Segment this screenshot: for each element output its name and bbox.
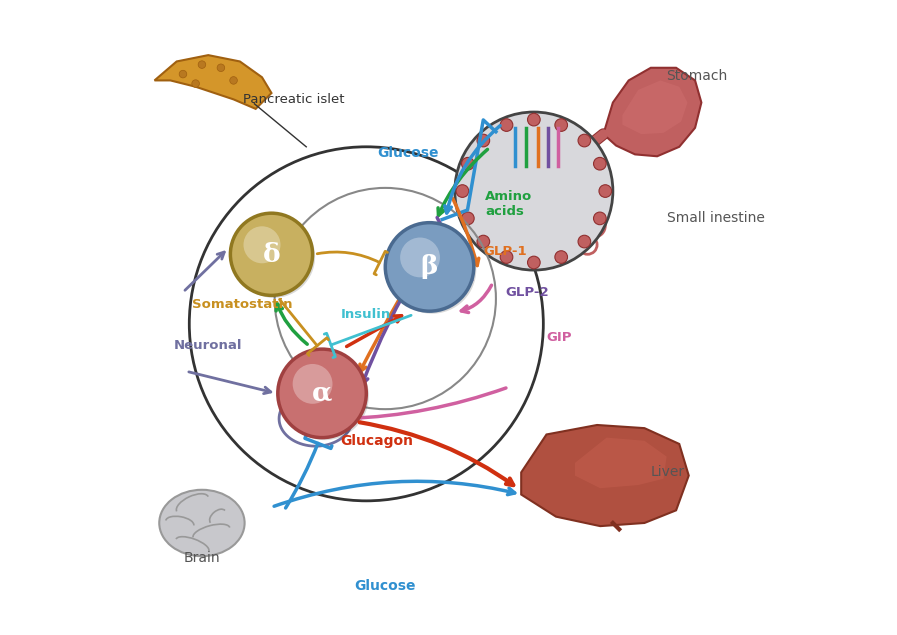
Circle shape — [599, 185, 612, 197]
Circle shape — [501, 251, 513, 264]
Text: Brain: Brain — [184, 551, 221, 565]
Circle shape — [189, 147, 544, 501]
Circle shape — [594, 212, 606, 225]
Circle shape — [400, 237, 440, 277]
Circle shape — [477, 235, 490, 248]
Circle shape — [462, 157, 475, 170]
Text: Glucose: Glucose — [354, 579, 416, 593]
Circle shape — [456, 185, 469, 197]
Circle shape — [386, 223, 474, 311]
Text: Glucagon: Glucagon — [340, 434, 413, 448]
Circle shape — [477, 134, 490, 147]
Circle shape — [230, 77, 238, 84]
Text: β: β — [421, 255, 439, 279]
Circle shape — [281, 352, 369, 440]
Text: δ: δ — [263, 242, 280, 267]
Polygon shape — [575, 438, 666, 488]
Circle shape — [578, 134, 591, 147]
Circle shape — [233, 216, 315, 298]
Text: Liver: Liver — [651, 465, 685, 479]
Text: Insulin: Insulin — [341, 308, 391, 321]
Ellipse shape — [160, 490, 245, 556]
Circle shape — [455, 112, 613, 270]
Text: GLP-2: GLP-2 — [505, 286, 549, 298]
Circle shape — [388, 225, 476, 314]
Circle shape — [555, 251, 568, 264]
Polygon shape — [623, 81, 687, 134]
Text: Glucose: Glucose — [378, 146, 440, 160]
Polygon shape — [154, 55, 272, 109]
Circle shape — [198, 61, 205, 69]
Circle shape — [578, 235, 591, 248]
Text: Neuronal: Neuronal — [173, 340, 242, 352]
Text: α: α — [312, 381, 332, 406]
Polygon shape — [604, 68, 701, 156]
Circle shape — [501, 119, 513, 131]
Text: Somatostatin: Somatostatin — [193, 298, 293, 311]
Circle shape — [231, 213, 312, 295]
Circle shape — [192, 80, 199, 88]
Circle shape — [217, 64, 224, 72]
Circle shape — [179, 70, 187, 78]
Circle shape — [462, 212, 475, 225]
Circle shape — [292, 364, 333, 404]
Text: Amino
acids: Amino acids — [485, 190, 533, 218]
Circle shape — [527, 256, 540, 269]
Circle shape — [278, 349, 366, 438]
Text: Small inestine: Small inestine — [666, 211, 764, 225]
Circle shape — [243, 226, 281, 264]
Text: GIP: GIP — [546, 331, 572, 344]
Polygon shape — [521, 425, 689, 526]
Text: Stomach: Stomach — [666, 69, 727, 83]
Circle shape — [594, 157, 606, 170]
Text: Pancreatic islet: Pancreatic islet — [243, 93, 344, 106]
Circle shape — [555, 119, 568, 131]
Text: GLP-1: GLP-1 — [483, 244, 527, 258]
Circle shape — [527, 113, 540, 126]
